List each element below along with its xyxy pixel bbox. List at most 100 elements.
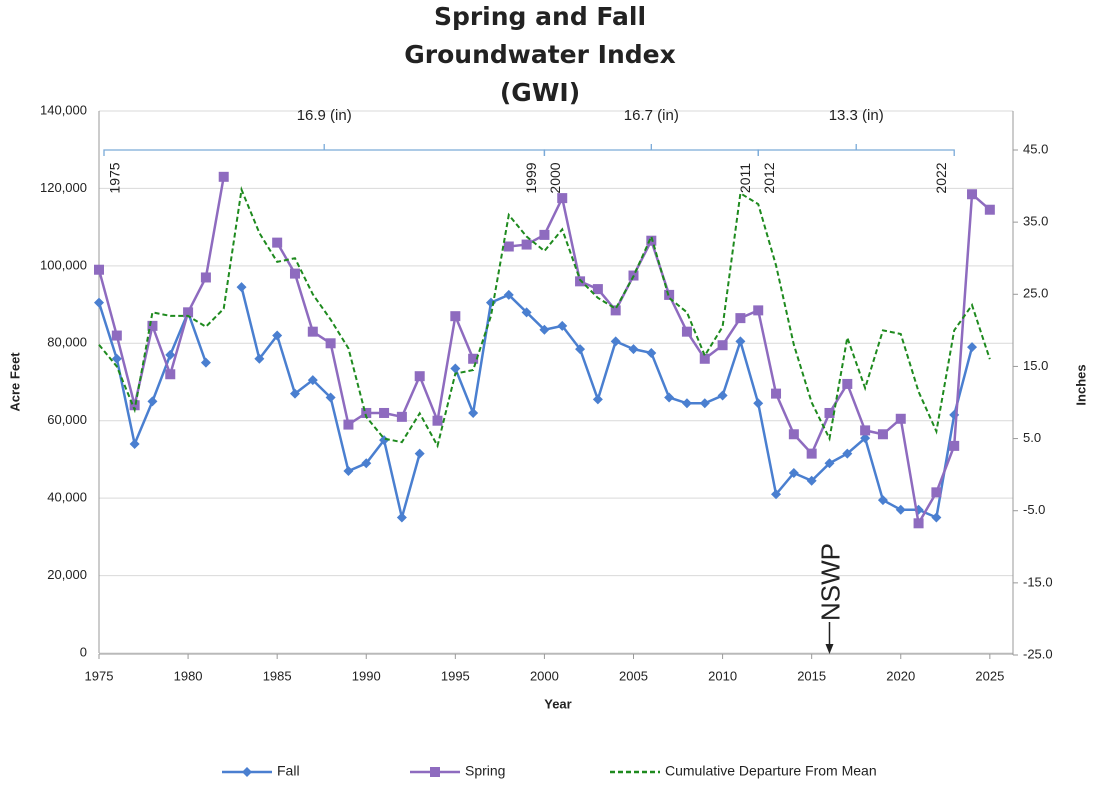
point — [272, 237, 283, 248]
y-tick-label: 60,000 — [47, 412, 87, 427]
point — [788, 467, 799, 478]
x-tick-label: 2005 — [619, 668, 648, 683]
x-tick-label: 2000 — [530, 668, 559, 683]
y-tick-label: 0 — [80, 644, 87, 659]
point — [610, 305, 621, 316]
point — [824, 407, 835, 418]
y2-tick-label: 5.0 — [1023, 430, 1041, 445]
x-tick-label: 1995 — [441, 668, 470, 683]
point — [628, 344, 639, 355]
point — [824, 458, 835, 469]
point — [895, 504, 906, 515]
point — [129, 438, 140, 449]
point — [450, 363, 461, 374]
y-axis-title: Acre Feet — [7, 352, 22, 412]
point — [664, 392, 675, 403]
point — [931, 487, 942, 498]
point — [699, 398, 710, 409]
legend-label: Cumulative Departure From Mean — [665, 763, 877, 779]
y-tick-label: 120,000 — [40, 180, 87, 195]
nswp-arrowhead — [825, 644, 834, 654]
point — [877, 495, 888, 506]
chart-title: (GWI) — [500, 78, 580, 107]
point — [788, 429, 799, 440]
point — [111, 353, 122, 364]
point — [717, 340, 728, 351]
point — [681, 398, 692, 409]
point — [646, 347, 657, 358]
point — [860, 433, 871, 444]
point — [557, 193, 568, 204]
point — [307, 375, 318, 386]
point — [414, 371, 425, 382]
point — [931, 512, 942, 523]
point — [94, 297, 104, 308]
y2-tick-label: 45.0 — [1023, 141, 1048, 156]
point — [842, 378, 853, 389]
point — [94, 264, 104, 275]
point — [610, 336, 621, 347]
legend-label: Fall — [277, 763, 300, 779]
y2-tick-label: -15.0 — [1023, 574, 1053, 589]
point — [539, 324, 550, 335]
period-start: 2000 — [547, 162, 563, 193]
point — [913, 518, 924, 529]
point — [967, 342, 978, 353]
x-tick-label: 2025 — [975, 668, 1004, 683]
point — [343, 419, 354, 430]
point — [325, 392, 336, 403]
point — [289, 388, 300, 399]
point — [343, 466, 354, 477]
point — [165, 369, 176, 380]
point — [396, 411, 407, 422]
y-tick-label: 80,000 — [47, 335, 87, 350]
point — [967, 189, 978, 200]
point — [129, 400, 140, 411]
point — [575, 276, 586, 287]
point — [842, 448, 853, 459]
point — [984, 204, 995, 215]
y2-tick-label: 25.0 — [1023, 286, 1048, 301]
point — [557, 320, 568, 331]
point — [735, 313, 746, 324]
point — [396, 512, 407, 523]
point — [503, 289, 514, 300]
point — [147, 320, 158, 331]
period-end: 2022 — [933, 162, 949, 193]
nswp-label: NSWP — [815, 543, 845, 621]
point — [468, 407, 479, 418]
x-axis-title: Year — [544, 696, 571, 711]
point — [379, 435, 390, 446]
point — [200, 357, 211, 368]
point — [806, 475, 817, 486]
period-label: 13.3 (in) — [829, 107, 884, 124]
period-bracket — [757, 144, 955, 156]
y2-tick-label: -5.0 — [1023, 502, 1045, 517]
period-bracket — [543, 144, 759, 156]
point — [147, 396, 158, 407]
y2-tick-label: 35.0 — [1023, 214, 1048, 229]
period-start: 2012 — [761, 162, 777, 193]
point — [183, 307, 194, 318]
x-tick-label: 2015 — [797, 668, 826, 683]
point — [575, 344, 586, 355]
point — [646, 235, 657, 246]
period-end: 2011 — [737, 163, 753, 193]
x-tick-label: 1975 — [85, 668, 114, 683]
point — [681, 326, 692, 337]
point — [539, 229, 550, 240]
point — [165, 349, 176, 360]
point — [361, 407, 372, 418]
point — [771, 388, 782, 399]
point — [379, 407, 390, 418]
point — [860, 425, 871, 436]
point — [289, 268, 300, 279]
point — [218, 171, 229, 182]
point — [485, 297, 496, 308]
point — [949, 440, 960, 451]
x-tick-label: 1990 — [352, 668, 381, 683]
legend-marker — [430, 767, 440, 777]
point — [753, 305, 764, 316]
point — [414, 448, 425, 459]
x-tick-label: 1980 — [174, 668, 203, 683]
